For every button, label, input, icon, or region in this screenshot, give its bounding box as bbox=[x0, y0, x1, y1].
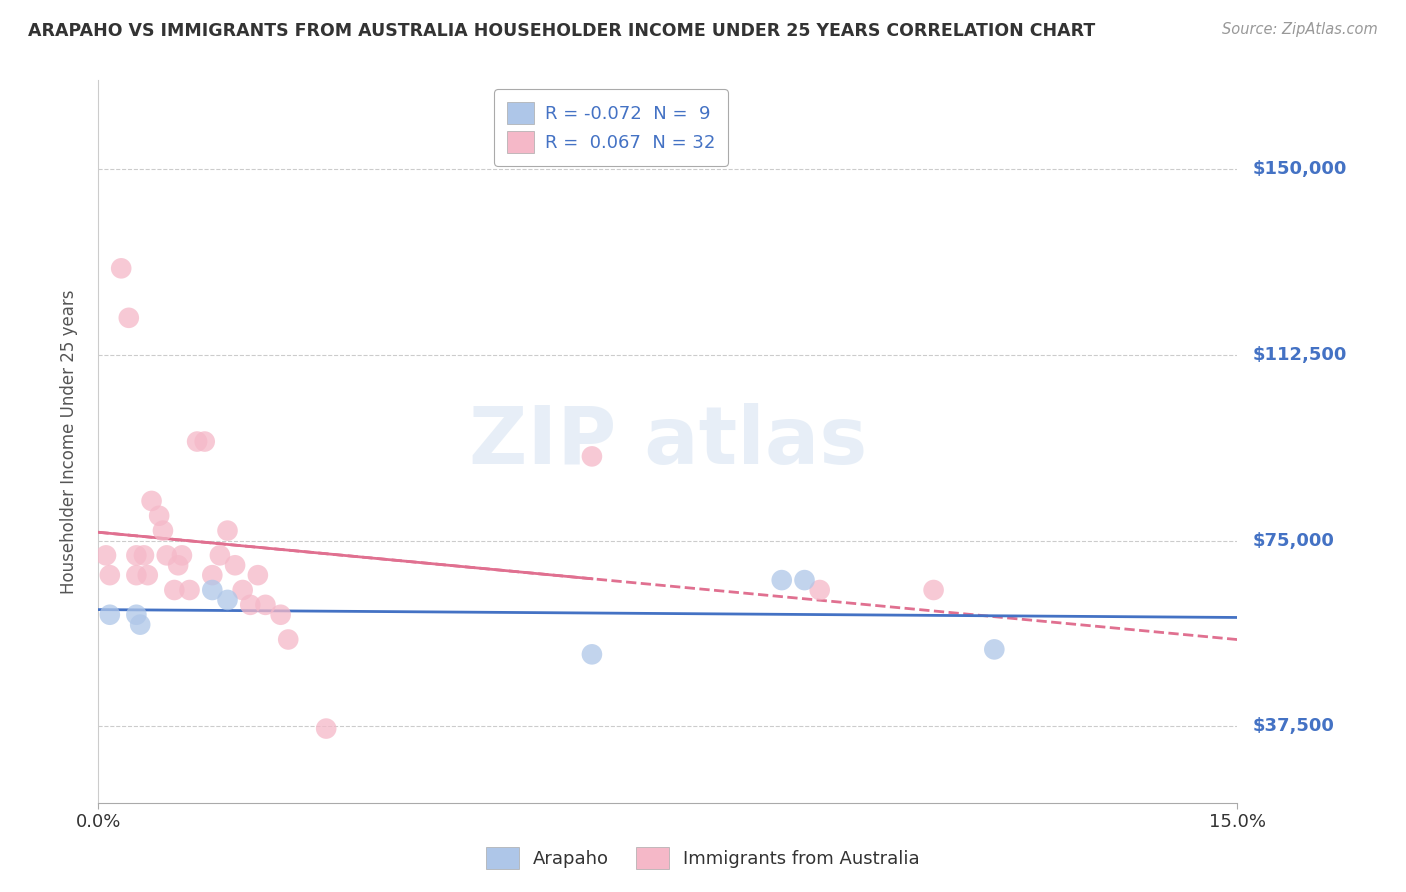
Point bbox=[148, 508, 170, 523]
Point bbox=[170, 549, 193, 563]
Y-axis label: Householder Income Under 25 years: Householder Income Under 25 years bbox=[59, 289, 77, 594]
Legend: R = -0.072  N =  9, R =  0.067  N = 32: R = -0.072 N = 9, R = 0.067 N = 32 bbox=[494, 89, 728, 166]
Text: Source: ZipAtlas.com: Source: ZipAtlas.com bbox=[1222, 22, 1378, 37]
Text: ARAPAHO VS IMMIGRANTS FROM AUSTRALIA HOUSEHOLDER INCOME UNDER 25 YEARS CORRELATI: ARAPAHO VS IMMIGRANTS FROM AUSTRALIA HOU… bbox=[28, 22, 1095, 40]
Point bbox=[808, 582, 831, 597]
Point bbox=[239, 598, 262, 612]
Text: ZIP atlas: ZIP atlas bbox=[468, 402, 868, 481]
Point bbox=[217, 593, 239, 607]
Point bbox=[125, 607, 148, 622]
Text: $37,500: $37,500 bbox=[1253, 717, 1334, 735]
Point bbox=[98, 568, 121, 582]
Point bbox=[201, 568, 224, 582]
Point bbox=[983, 642, 1005, 657]
Point bbox=[217, 524, 239, 538]
Point bbox=[201, 582, 224, 597]
Point bbox=[141, 494, 163, 508]
Point bbox=[98, 607, 121, 622]
Point bbox=[246, 568, 269, 582]
Point bbox=[129, 617, 152, 632]
Point bbox=[110, 261, 132, 276]
Point bbox=[270, 607, 292, 622]
Point bbox=[224, 558, 246, 573]
Legend: Arapaho, Immigrants from Australia: Arapaho, Immigrants from Australia bbox=[477, 838, 929, 879]
Point bbox=[136, 568, 159, 582]
Point bbox=[94, 549, 117, 563]
Point bbox=[922, 582, 945, 597]
Point bbox=[152, 524, 174, 538]
Point bbox=[793, 573, 815, 587]
Point bbox=[179, 582, 201, 597]
Point bbox=[167, 558, 190, 573]
Point bbox=[208, 549, 231, 563]
Point bbox=[315, 722, 337, 736]
Point bbox=[581, 450, 603, 464]
Point bbox=[770, 573, 793, 587]
Point bbox=[277, 632, 299, 647]
Point bbox=[194, 434, 217, 449]
Point bbox=[163, 582, 186, 597]
Point bbox=[254, 598, 277, 612]
Text: $150,000: $150,000 bbox=[1253, 161, 1347, 178]
Text: $75,000: $75,000 bbox=[1253, 532, 1334, 549]
Point bbox=[125, 549, 148, 563]
Point bbox=[118, 310, 141, 325]
Point bbox=[156, 549, 179, 563]
Point bbox=[232, 582, 254, 597]
Text: $112,500: $112,500 bbox=[1253, 346, 1347, 364]
Point bbox=[125, 568, 148, 582]
Point bbox=[132, 549, 155, 563]
Point bbox=[581, 648, 603, 662]
Point bbox=[186, 434, 208, 449]
